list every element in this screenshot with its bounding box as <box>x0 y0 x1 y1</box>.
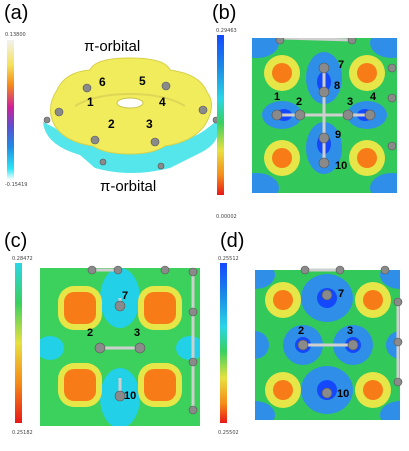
atom-label: 8 <box>334 80 341 92</box>
neighbor-atoms-d <box>300 265 403 387</box>
atom-label: 3 <box>347 96 354 108</box>
panel-a-label: (a) <box>4 2 29 24</box>
atom-label: 10 <box>335 160 348 172</box>
density-map-d <box>255 270 400 420</box>
atom-label: 1 <box>87 95 94 109</box>
panel-b-label: (b) <box>212 2 237 24</box>
atom-label: 5 <box>139 74 146 88</box>
atom-label: 3 <box>146 117 153 131</box>
atom-label: 7 <box>338 288 345 300</box>
colorbar-d <box>220 263 227 423</box>
atom-label: 3 <box>134 327 141 339</box>
atom-label: 6 <box>99 75 106 89</box>
atom-label: 3 <box>347 325 354 337</box>
atom-label: 10 <box>337 388 350 400</box>
panel-d-label: (d) <box>220 230 245 252</box>
colorbar-b-min: 0.00002 <box>216 214 237 220</box>
atom-label: 10 <box>124 390 137 402</box>
colorbar-c-max: 0.28472 <box>12 256 33 262</box>
benzene-orbital-image <box>43 57 220 173</box>
atom-label: 2 <box>87 327 94 339</box>
colorbar-d-max: 0.25512 <box>218 256 239 262</box>
atom-label: 1 <box>274 91 281 103</box>
atom-label: 2 <box>298 325 305 337</box>
neighbor-atoms-c <box>87 265 198 415</box>
colorbar-b-max: 0.29463 <box>216 28 237 34</box>
colorbar-a-min: -0.15419 <box>5 182 28 188</box>
density-map-b <box>252 38 397 193</box>
atom-label: 4 <box>159 95 166 109</box>
colorbar-a-max: 0.13800 <box>5 32 26 38</box>
colorbar-c-min: 0.25182 <box>12 430 33 436</box>
atom-label: 2 <box>296 96 303 108</box>
colorbar-a <box>7 40 14 180</box>
panel-c-label: (c) <box>4 230 28 252</box>
atom-label: 4 <box>370 91 377 103</box>
pi-orbital-bottom-label: π-orbital <box>100 178 157 195</box>
colorbar-b <box>217 35 224 195</box>
atom-label: 2 <box>108 117 115 131</box>
atom-label: 7 <box>338 59 345 71</box>
colorbar-d-min: 0.25502 <box>218 430 239 436</box>
density-map-c <box>40 268 200 426</box>
atom-label: 9 <box>335 129 342 141</box>
atom-label: 7 <box>122 290 129 302</box>
colorbar-c <box>15 263 22 423</box>
pi-orbital-top-label: π-orbital <box>84 38 141 55</box>
